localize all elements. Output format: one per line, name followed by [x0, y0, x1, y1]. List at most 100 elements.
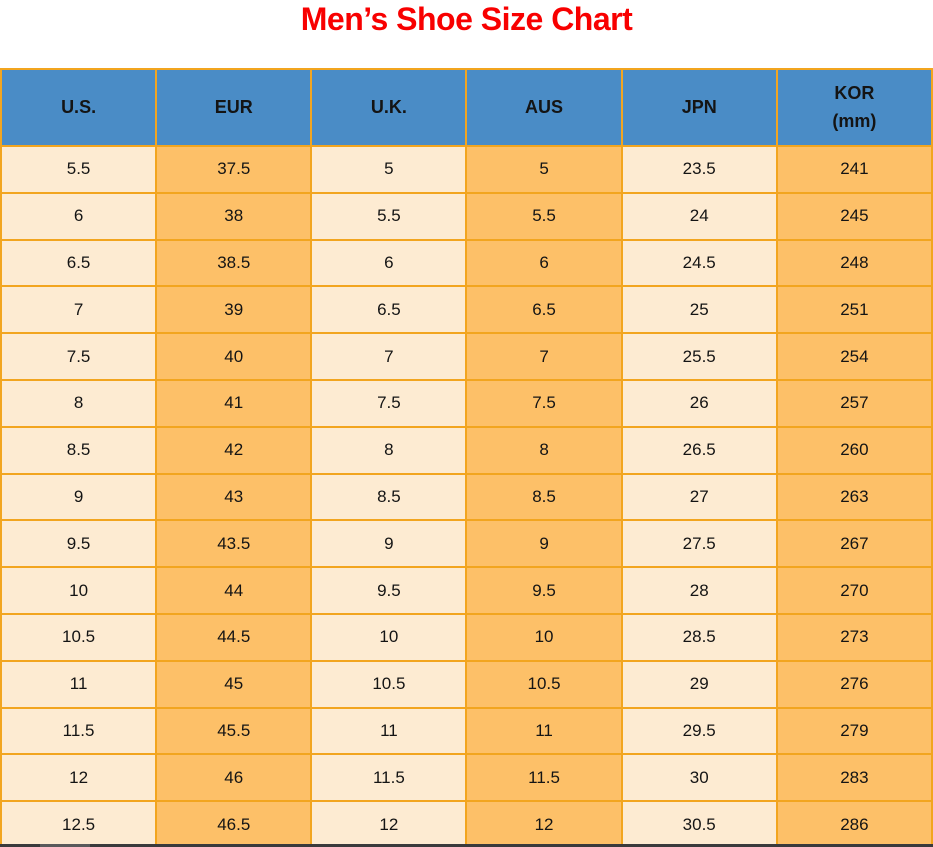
column-header-eur: EUR [155, 68, 313, 147]
table-cell: 6.5 [310, 285, 468, 335]
table-cell: 248 [775, 238, 933, 288]
table-cell: 283 [775, 753, 933, 803]
window-edge-bar [0, 844, 933, 847]
table-row: 9 43 8.5 8.5 27 263 [0, 472, 933, 522]
table-cell: 5.5 [310, 191, 468, 241]
table-cell: 5 [465, 145, 623, 194]
column-header-label: AUS [525, 96, 564, 117]
column-header-label: EUR [214, 96, 253, 117]
table-cell: 39 [155, 285, 313, 335]
size-table-header: U.S. EUR U.K. AUS JPN KOR (mm) [0, 68, 933, 147]
table-cell: 6 [0, 191, 158, 241]
table-cell: 30 [620, 753, 778, 803]
table-row: 8 41 7.5 7.5 26 257 [0, 378, 933, 428]
table-cell: 43 [155, 472, 313, 522]
table-row: 9.5 43.5 9 9 27.5 267 [0, 519, 933, 569]
table-cell: 9.5 [310, 566, 468, 615]
column-header-label: U.S. [61, 96, 97, 117]
table-row: 11 45 10.5 10.5 29 276 [0, 659, 933, 709]
table-cell: 5.5 [0, 145, 158, 194]
column-header-uk: U.K. [310, 68, 468, 147]
table-cell: 251 [775, 285, 933, 335]
window-edge-highlight [40, 844, 90, 847]
table-row: 8.5 42 8 8 26.5 260 [0, 425, 933, 475]
table-cell: 257 [775, 378, 933, 428]
table-cell: 46.5 [155, 800, 313, 847]
table-cell: 12 [0, 753, 158, 803]
table-cell: 6 [310, 238, 468, 288]
table-row: 6 38 5.5 5.5 24 245 [0, 191, 933, 241]
table-row: 7.5 40 7 7 25.5 254 [0, 332, 933, 381]
table-row: 10.5 44.5 10 10 28.5 273 [0, 612, 933, 662]
table-cell: 11 [310, 706, 468, 756]
table-cell: 38.5 [155, 238, 313, 288]
table-cell: 45 [155, 659, 313, 709]
table-cell: 8 [310, 425, 468, 475]
table-cell: 40 [155, 332, 313, 381]
table-cell: 8.5 [465, 472, 623, 522]
column-header-label: U.K. [370, 96, 407, 117]
table-row: 12 46 11.5 11.5 30 283 [0, 753, 933, 803]
table-cell: 9.5 [0, 519, 158, 569]
table-cell: 44.5 [155, 612, 313, 662]
table-cell: 44 [155, 566, 313, 615]
table-cell: 12 [310, 800, 468, 847]
table-cell: 263 [775, 472, 933, 522]
table-cell: 270 [775, 566, 933, 615]
table-cell: 260 [775, 425, 933, 475]
table-cell: 27 [620, 472, 778, 522]
table-cell: 7.5 [0, 332, 158, 381]
table-cell: 9.5 [465, 566, 623, 615]
table-cell: 11 [465, 706, 623, 756]
table-cell: 273 [775, 612, 933, 662]
table-cell: 276 [775, 659, 933, 709]
table-cell: 241 [775, 145, 933, 194]
column-header-label: JPN [681, 96, 717, 117]
table-cell: 12.5 [0, 800, 158, 847]
table-row: 6.5 38.5 6 6 24.5 248 [0, 238, 933, 288]
table-cell: 254 [775, 332, 933, 381]
table-cell: 27.5 [620, 519, 778, 569]
table-cell: 24 [620, 191, 778, 241]
table-cell: 10 [465, 612, 623, 662]
column-header-sublabel: (mm) [832, 110, 877, 131]
table-cell: 25.5 [620, 332, 778, 381]
column-header-label: KOR [834, 82, 875, 103]
table-cell: 38 [155, 191, 313, 241]
table-cell: 286 [775, 800, 933, 847]
table-cell: 7.5 [465, 378, 623, 428]
table-cell: 41 [155, 378, 313, 428]
table-cell: 45.5 [155, 706, 313, 756]
table-cell: 267 [775, 519, 933, 569]
table-cell: 10.5 [0, 612, 158, 662]
table-cell: 11.5 [465, 753, 623, 803]
table-cell: 10.5 [465, 659, 623, 709]
table-cell: 6.5 [0, 238, 158, 288]
table-cell: 46 [155, 753, 313, 803]
table-row: 7 39 6.5 6.5 25 251 [0, 285, 933, 335]
table-cell: 29.5 [620, 706, 778, 756]
table-cell: 42 [155, 425, 313, 475]
table-cell: 29 [620, 659, 778, 709]
table-cell: 12 [465, 800, 623, 847]
column-header-us: U.S. [0, 68, 158, 147]
table-cell: 10 [310, 612, 468, 662]
table-cell: 5.5 [465, 191, 623, 241]
table-cell: 7 [0, 285, 158, 335]
table-cell: 26 [620, 378, 778, 428]
table-cell: 43.5 [155, 519, 313, 569]
table-cell: 11.5 [310, 753, 468, 803]
table-cell: 11.5 [0, 706, 158, 756]
table-cell: 28.5 [620, 612, 778, 662]
table-cell: 7.5 [310, 378, 468, 428]
table-cell: 37.5 [155, 145, 313, 194]
column-header-kor: KOR (mm) [775, 68, 933, 147]
table-cell: 25 [620, 285, 778, 335]
table-row: 5.5 37.5 5 5 23.5 241 [0, 145, 933, 194]
table-cell: 9 [0, 472, 158, 522]
table-row: 11.5 45.5 11 11 29.5 279 [0, 706, 933, 756]
table-cell: 279 [775, 706, 933, 756]
table-cell: 8.5 [310, 472, 468, 522]
table-cell: 6.5 [465, 285, 623, 335]
table-cell: 24.5 [620, 238, 778, 288]
